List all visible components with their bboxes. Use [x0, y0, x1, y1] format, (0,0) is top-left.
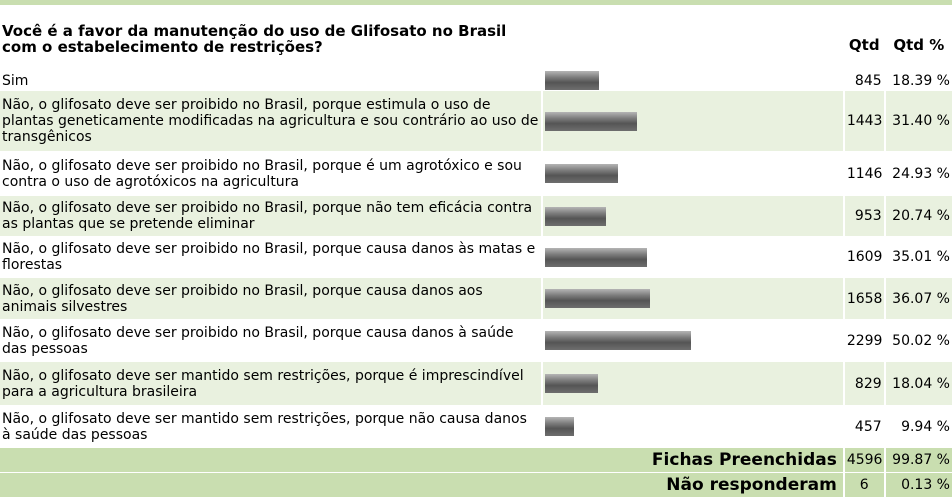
- answer-percent: 18.39 %: [884, 70, 952, 91]
- bar: [544, 417, 574, 436]
- bar-header-cell: [541, 5, 845, 71]
- footer-label: Fichas Preenchidas: [0, 447, 845, 473]
- answer-percent: 18.04 %: [884, 361, 952, 406]
- answer-row: Sim 845 18.39 %: [0, 70, 952, 91]
- answer-percent: 50.02 %: [884, 319, 952, 362]
- answer-row: Não, o glifosato deve ser proibido no Br…: [0, 195, 952, 237]
- bar-cell: [541, 70, 845, 91]
- answer-row: Não, o glifosato deve ser proibido no Br…: [0, 90, 952, 152]
- answer-row: Não, o glifosato deve ser proibido no Br…: [0, 277, 952, 320]
- results-table: Você é a favor da manutenção do uso de G…: [0, 5, 952, 498]
- answer-row: Não, o glifosato deve ser proibido no Br…: [0, 151, 952, 196]
- answer-label: Não, o glifosato deve ser proibido no Br…: [0, 277, 543, 320]
- answer-label: Não, o glifosato deve ser mantido sem re…: [0, 361, 543, 406]
- bar: [544, 206, 606, 226]
- bar-cell: [541, 151, 845, 196]
- bar-cell: [541, 319, 845, 362]
- answer-row: Não, o glifosato deve ser proibido no Br…: [0, 319, 952, 362]
- footer-label: Não responderam: [0, 472, 845, 498]
- bar-cell: [541, 361, 845, 406]
- bar-cell: [541, 90, 845, 152]
- bar: [544, 164, 618, 183]
- answer-label: Não, o glifosato deve ser proibido no Br…: [0, 151, 543, 196]
- footer-no-answer-row: Não responderam 6 0.13 %: [0, 472, 952, 498]
- answer-label: Não, o glifosato deve ser proibido no Br…: [0, 90, 543, 152]
- answer-label: Sim: [0, 70, 543, 91]
- bar-cell: [541, 195, 845, 237]
- bar: [544, 247, 647, 267]
- top-strip: [0, 0, 952, 5]
- qtd-pct-header: Qtd %: [884, 5, 952, 71]
- footer-filled-row: Fichas Preenchidas 4596 99.87 %: [0, 447, 952, 473]
- answer-row: Não, o glifosato deve ser mantido sem re…: [0, 405, 952, 448]
- answer-count: 1658: [843, 277, 886, 320]
- bar: [544, 374, 598, 393]
- bar-cell: [541, 405, 845, 448]
- answer-percent: 24.93 %: [884, 151, 952, 196]
- answer-percent: 35.01 %: [884, 236, 952, 278]
- answer-count: 845: [843, 70, 886, 91]
- bar-cell: [541, 277, 845, 320]
- answer-label: Não, o glifosato deve ser proibido no Br…: [0, 195, 543, 237]
- answer-count: 2299: [843, 319, 886, 362]
- answer-percent: 9.94 %: [884, 405, 952, 448]
- question-title: Você é a favor da manutenção do uso de G…: [0, 5, 543, 71]
- bar: [544, 289, 650, 308]
- answer-label: Não, o glifosato deve ser proibido no Br…: [0, 236, 543, 278]
- bar: [544, 331, 691, 350]
- footer-percent: 0.13 %: [884, 472, 952, 498]
- answer-count: 457: [843, 405, 886, 448]
- footer-percent: 99.87 %: [884, 447, 952, 473]
- answer-percent: 31.40 %: [884, 90, 952, 152]
- answer-count: 953: [843, 195, 886, 237]
- answer-percent: 20.74 %: [884, 195, 952, 237]
- footer-count: 6: [843, 472, 886, 498]
- answer-count: 1443: [843, 90, 886, 152]
- bar-cell: [541, 236, 845, 278]
- answer-count: 1609: [843, 236, 886, 278]
- header-row: Você é a favor da manutenção do uso de G…: [0, 5, 952, 71]
- answer-row: Não, o glifosato deve ser proibido no Br…: [0, 236, 952, 278]
- answer-count: 1146: [843, 151, 886, 196]
- answer-count: 829: [843, 361, 886, 406]
- footer-count: 4596: [843, 447, 886, 473]
- answer-label: Não, o glifosato deve ser proibido no Br…: [0, 319, 543, 362]
- qtd-header: Qtd: [843, 5, 886, 71]
- answer-label: Não, o glifosato deve ser mantido sem re…: [0, 405, 543, 448]
- bar: [544, 111, 637, 131]
- answer-row: Não, o glifosato deve ser mantido sem re…: [0, 361, 952, 406]
- answer-percent: 36.07 %: [884, 277, 952, 320]
- bar: [544, 71, 599, 90]
